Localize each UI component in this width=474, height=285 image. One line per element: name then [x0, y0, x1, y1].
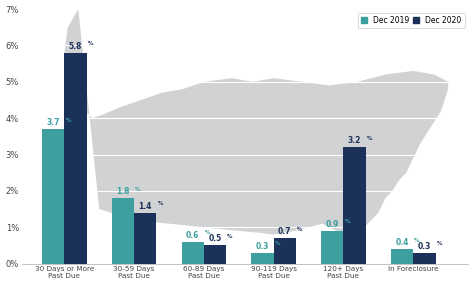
Text: 0.4: 0.4	[395, 238, 409, 247]
Text: 0.6: 0.6	[186, 231, 200, 240]
Text: 3.2: 3.2	[348, 136, 361, 145]
Text: 0.5: 0.5	[209, 234, 222, 243]
Bar	[321, 231, 344, 264]
Text: %: %	[157, 201, 163, 206]
Bar	[64, 53, 87, 264]
Text: %: %	[205, 230, 210, 235]
Text: 0.3: 0.3	[418, 242, 431, 251]
Text: %: %	[297, 227, 302, 232]
Text: 1.8: 1.8	[116, 187, 130, 196]
Text: 1.4: 1.4	[138, 201, 152, 211]
Text: %: %	[88, 41, 93, 46]
Text: 3.7: 3.7	[46, 118, 60, 127]
Text: %: %	[367, 136, 373, 141]
Bar	[112, 198, 134, 264]
Bar	[42, 129, 64, 264]
Bar	[391, 249, 413, 264]
Legend: Dec 2019, Dec 2020: Dec 2019, Dec 2020	[358, 13, 465, 28]
Text: 0.9: 0.9	[326, 220, 339, 229]
Text: %: %	[228, 234, 233, 239]
Bar	[182, 242, 204, 264]
Bar	[344, 147, 366, 264]
Bar	[273, 238, 296, 264]
Text: 0.3: 0.3	[256, 242, 269, 251]
Text: %: %	[437, 241, 442, 246]
Polygon shape	[64, 9, 448, 235]
Bar	[204, 245, 226, 264]
Bar	[251, 253, 273, 264]
Bar	[413, 253, 436, 264]
Text: %: %	[345, 219, 350, 224]
Bar	[134, 213, 156, 264]
Text: %: %	[414, 238, 420, 243]
Text: %: %	[275, 241, 280, 246]
Text: 5.8: 5.8	[69, 42, 82, 50]
Text: 0.7: 0.7	[278, 227, 292, 236]
Text: %: %	[65, 117, 71, 123]
Text: %: %	[135, 187, 141, 192]
